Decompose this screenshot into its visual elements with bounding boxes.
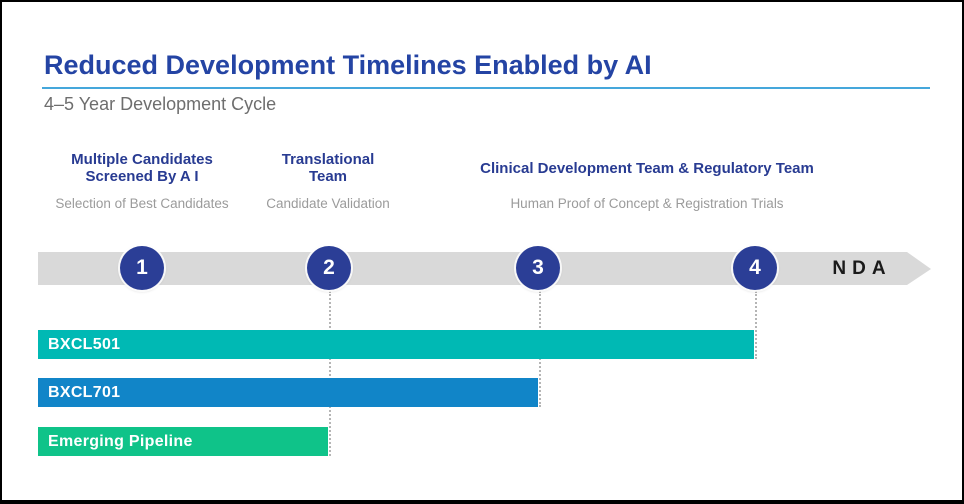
pipeline-bar-label: BXCL501 — [48, 335, 121, 353]
phase-label-3: Clinical Development Team & Regulatory T… — [437, 148, 857, 212]
phase-subtitle: Candidate Validation — [266, 196, 390, 211]
title-underline — [42, 87, 930, 89]
phase-heading: Clinical Development Team & Regulatory T… — [480, 159, 814, 177]
phase-label-2: Translational Team Candidate Validation — [228, 148, 428, 211]
nda-label: NDA — [832, 258, 892, 279]
phase-subtitle: Selection of Best Candidates — [55, 196, 229, 211]
pipeline-bar-bxcl501: BXCL501 — [38, 330, 754, 359]
pipeline-bar-label: Emerging Pipeline — [48, 432, 193, 450]
pipeline-bar-label: BXCL701 — [48, 383, 121, 401]
milestone-circle-1: 1 — [120, 246, 164, 290]
pipeline-bar-emerging-pipeline: Emerging Pipeline — [38, 427, 328, 456]
milestone-circle-3: 3 — [516, 246, 560, 290]
slide-subtitle: 4–5 Year Development Cycle — [44, 94, 277, 114]
timeline-arrowhead-icon — [907, 252, 931, 285]
dotted-guide-line — [755, 291, 757, 359]
phase-label-1: Multiple Candidates Screened By A I Select… — [17, 148, 267, 211]
pipeline-bar-bxcl701: BXCL701 — [38, 378, 538, 407]
phase-heading: Multiple Candidates Screened By A I — [71, 151, 213, 185]
phase-subtitle: Human Proof of Concept & Registration Tr… — [510, 196, 784, 211]
slide-title: Reduced Development Timelines Enabled by… — [44, 50, 652, 80]
phase-heading: Translational Team — [281, 151, 375, 185]
dotted-guide-line — [329, 291, 331, 456]
milestone-circle-4: 4 — [733, 246, 777, 290]
milestone-circle-2: 2 — [307, 246, 351, 290]
